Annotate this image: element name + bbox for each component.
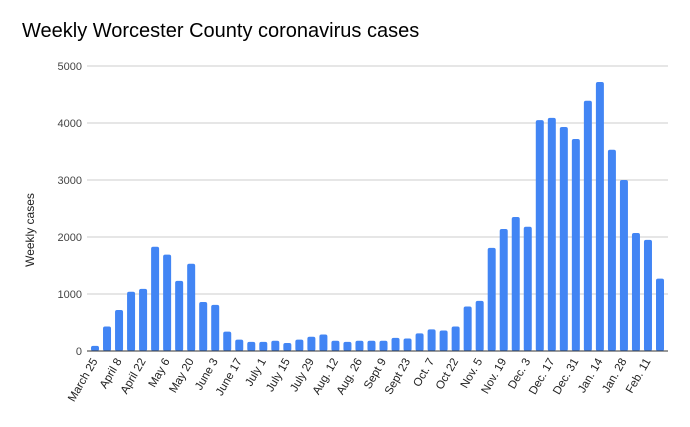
bar xyxy=(211,304,220,351)
bar xyxy=(235,339,244,351)
bar xyxy=(355,340,364,351)
bar xyxy=(379,340,388,351)
bar xyxy=(403,338,412,351)
bar xyxy=(115,309,124,351)
bar xyxy=(619,180,628,351)
bar xyxy=(247,341,256,351)
bar xyxy=(475,300,484,351)
y-tick-label: 2000 xyxy=(58,232,82,244)
bar xyxy=(451,326,460,351)
y-tick-label: 0 xyxy=(76,346,82,358)
bar xyxy=(103,326,112,351)
bar xyxy=(163,254,172,351)
y-tick-label: 1000 xyxy=(58,289,82,301)
bar xyxy=(427,329,436,351)
bar xyxy=(607,149,616,351)
bar xyxy=(523,226,532,351)
bar xyxy=(319,334,328,351)
bar xyxy=(307,336,316,351)
bar xyxy=(295,339,304,351)
bar xyxy=(439,330,448,351)
bar xyxy=(559,126,568,352)
x-tick-label: Oct. 7 xyxy=(411,357,437,390)
bar xyxy=(511,217,520,351)
chart-title: Weekly Worcester County coronavirus case… xyxy=(22,20,420,42)
y-tick-label: 3000 xyxy=(58,175,82,187)
bar xyxy=(259,341,268,351)
x-tick-label: Oct 22 xyxy=(434,357,461,392)
bar xyxy=(463,306,472,351)
bar xyxy=(571,138,580,351)
bar xyxy=(367,340,376,351)
bar xyxy=(91,345,99,351)
bar xyxy=(175,280,184,351)
bar xyxy=(139,288,148,351)
x-tick-label: May 6 xyxy=(147,357,173,390)
x-tick-label: July 1 xyxy=(243,357,268,389)
bar xyxy=(127,291,136,351)
bar xyxy=(199,301,208,351)
bar xyxy=(283,343,292,351)
bar xyxy=(187,263,196,351)
bar xyxy=(631,233,640,351)
x-tick-label: March 25 xyxy=(66,357,100,405)
bar xyxy=(151,246,160,351)
bar xyxy=(499,229,508,351)
bar xyxy=(583,100,592,352)
bar xyxy=(343,341,352,351)
y-tick-label: 4000 xyxy=(58,118,82,130)
y-tick-label: 5000 xyxy=(58,61,82,73)
bar xyxy=(391,337,400,351)
bar xyxy=(223,331,232,351)
bar xyxy=(643,239,652,351)
bar xyxy=(535,120,544,352)
bar xyxy=(547,117,556,352)
bar xyxy=(595,81,604,352)
bar xyxy=(487,247,496,351)
bar xyxy=(271,340,280,351)
bar xyxy=(415,333,424,351)
bar xyxy=(331,340,340,351)
bar xyxy=(656,278,664,351)
